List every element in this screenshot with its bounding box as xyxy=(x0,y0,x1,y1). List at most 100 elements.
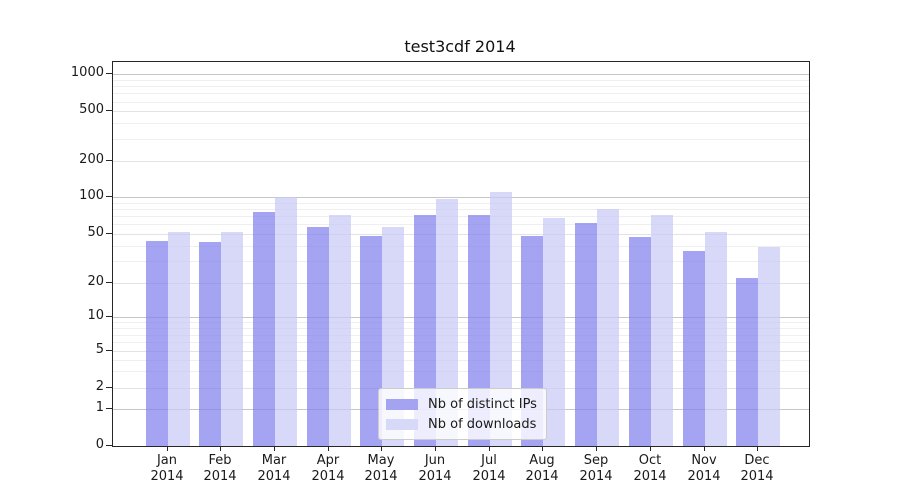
x-tick-label: Nov 2014 xyxy=(676,453,732,485)
x-tick-mark xyxy=(489,446,490,451)
y-tick-label: 2 xyxy=(95,379,104,394)
x-tick-mark xyxy=(704,446,705,451)
x-tick-month: Dec xyxy=(744,453,770,468)
bar-distinct-ips xyxy=(575,223,597,446)
y-tick-mark xyxy=(106,160,112,161)
x-tick-month: Nov xyxy=(691,453,717,468)
bar-distinct-ips xyxy=(629,237,651,446)
gridline-major xyxy=(113,74,809,75)
bar-distinct-ips xyxy=(683,251,705,446)
gridline-minor xyxy=(113,360,809,361)
x-tick-mark xyxy=(757,446,758,451)
legend-item-distinct-ips: Nb of distinct IPs xyxy=(386,394,537,414)
x-tick-month: Apr xyxy=(316,453,340,468)
legend-label-distinct-ips: Nb of distinct IPs xyxy=(428,396,537,412)
bar-distinct-ips xyxy=(360,236,382,446)
bar-downloads xyxy=(168,232,190,446)
bar-downloads xyxy=(705,232,727,446)
x-tick-mark xyxy=(328,446,329,451)
x-tick-label: Aug 2014 xyxy=(514,453,570,485)
y-tick-mark xyxy=(106,316,112,317)
y-tick-mark xyxy=(106,387,112,388)
x-tick-month: Aug xyxy=(529,453,555,468)
y-tick-label: 500 xyxy=(79,102,104,117)
y-tick-label: 50 xyxy=(87,225,104,240)
x-tick-label: Apr 2014 xyxy=(300,453,356,485)
gridline-minor xyxy=(113,342,809,343)
bar-downloads xyxy=(436,199,458,446)
x-tick-year: 2014 xyxy=(687,469,721,484)
gridline-minor xyxy=(113,209,809,210)
bar-distinct-ips xyxy=(307,227,329,446)
x-tick-label: May 2014 xyxy=(353,453,409,485)
x-tick-mark xyxy=(220,446,221,451)
gridline-major xyxy=(113,317,809,318)
legend-label-downloads: Nb of downloads xyxy=(428,416,537,432)
x-tick-month: Oct xyxy=(638,453,662,468)
bar-downloads xyxy=(651,215,673,446)
y-tick-mark xyxy=(106,445,112,446)
x-tick-year: 2014 xyxy=(633,469,667,484)
gridline-minor xyxy=(113,86,809,87)
x-tick-month: Feb xyxy=(208,453,232,468)
x-tick-year: 2014 xyxy=(311,469,345,484)
x-tick-mark xyxy=(542,446,543,451)
gridline-major xyxy=(113,234,809,235)
y-tick-mark xyxy=(106,408,112,409)
gridline-minor xyxy=(113,80,809,81)
y-tick-label: 20 xyxy=(87,274,104,289)
x-tick-year: 2014 xyxy=(579,469,613,484)
x-tick-mark xyxy=(167,446,168,451)
bar-distinct-ips xyxy=(736,278,758,446)
x-tick-label: Dec 2014 xyxy=(729,453,785,485)
gridline-minor xyxy=(113,93,809,94)
x-tick-label: Jul 2014 xyxy=(461,453,517,485)
x-tick-mark xyxy=(650,446,651,451)
y-tick-mark xyxy=(106,73,112,74)
legend: Nb of distinct IPs Nb of downloads xyxy=(378,388,547,440)
x-tick-year: 2014 xyxy=(257,469,291,484)
gridline-minor xyxy=(113,322,809,323)
bar-distinct-ips xyxy=(253,212,275,446)
legend-swatch-downloads xyxy=(386,418,418,430)
x-tick-mark xyxy=(274,446,275,451)
legend-swatch-distinct-ips xyxy=(386,398,418,410)
gridline-minor xyxy=(113,139,809,140)
x-tick-month: Sep xyxy=(583,453,609,468)
x-tick-year: 2014 xyxy=(203,469,237,484)
y-tick-label: 5 xyxy=(95,342,104,357)
y-tick-label: 200 xyxy=(79,152,104,167)
x-tick-label: Mar 2014 xyxy=(246,453,302,485)
x-tick-label: Oct 2014 xyxy=(622,453,678,485)
x-tick-month: Jan xyxy=(156,453,178,468)
y-tick-mark xyxy=(106,350,112,351)
y-tick-mark xyxy=(106,110,112,111)
bar-downloads xyxy=(490,192,512,446)
x-tick-month: Jun xyxy=(424,453,446,468)
x-tick-label: Feb 2014 xyxy=(192,453,248,485)
y-tick-label: 1 xyxy=(95,400,104,415)
bar-downloads xyxy=(275,197,297,446)
x-tick-year: 2014 xyxy=(740,469,774,484)
gridline-minor xyxy=(113,224,809,225)
bar-distinct-ips xyxy=(146,241,168,446)
x-tick-mark xyxy=(381,446,382,451)
gridline-minor xyxy=(113,246,809,247)
plot-area xyxy=(112,61,810,447)
gridline-major xyxy=(113,283,809,284)
x-tick-label: Sep 2014 xyxy=(568,453,624,485)
gridline-major xyxy=(113,351,809,352)
x-tick-year: 2014 xyxy=(150,469,184,484)
x-tick-month: Jul xyxy=(481,453,497,468)
gridline-major xyxy=(113,111,809,112)
x-tick-mark xyxy=(435,446,436,451)
gridline-minor xyxy=(113,261,809,262)
bar-downloads xyxy=(543,218,565,446)
gridline-minor xyxy=(113,203,809,204)
x-tick-month: Mar xyxy=(261,453,287,468)
legend-item-downloads: Nb of downloads xyxy=(386,414,537,434)
x-tick-mark xyxy=(596,446,597,451)
y-tick-label: 1000 xyxy=(70,65,104,80)
bar-downloads xyxy=(597,209,619,446)
